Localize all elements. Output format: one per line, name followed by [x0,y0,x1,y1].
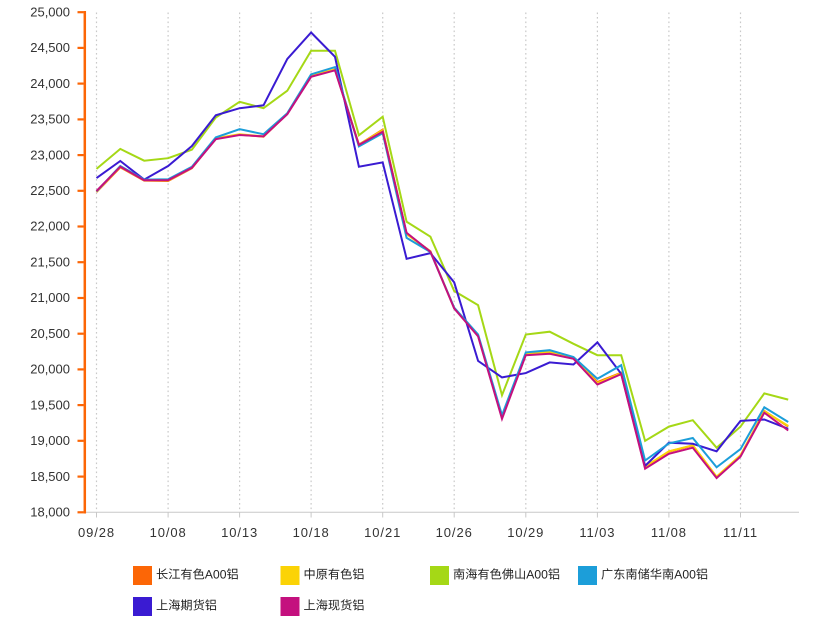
svg-text:10/26: 10/26 [436,525,473,540]
svg-text:24,000: 24,000 [30,76,70,91]
svg-text:10/08: 10/08 [150,525,187,540]
svg-text:18,500: 18,500 [30,469,70,484]
svg-text:10/18: 10/18 [293,525,330,540]
svg-text:22,000: 22,000 [30,219,70,234]
svg-text:11/03: 11/03 [579,525,615,540]
svg-text:20,000: 20,000 [30,362,70,377]
svg-text:19,000: 19,000 [30,433,70,448]
svg-text:21,500: 21,500 [30,254,70,269]
svg-text:09/28: 09/28 [78,525,115,540]
svg-text:18,000: 18,000 [30,505,70,520]
svg-text:22,500: 22,500 [30,183,70,198]
svg-text:19,500: 19,500 [30,397,70,412]
svg-text:24,500: 24,500 [30,40,70,55]
svg-text:11/08: 11/08 [651,525,687,540]
svg-text:11/11: 11/11 [723,525,758,540]
svg-text:21,000: 21,000 [30,290,70,305]
svg-text:23,500: 23,500 [30,112,70,127]
svg-text:10/29: 10/29 [507,525,544,540]
svg-text:20,500: 20,500 [30,326,70,341]
svg-text:10/13: 10/13 [221,525,258,540]
svg-text:25,000: 25,000 [30,4,70,19]
svg-text:23,000: 23,000 [30,147,70,162]
svg-text:10/21: 10/21 [364,525,401,540]
